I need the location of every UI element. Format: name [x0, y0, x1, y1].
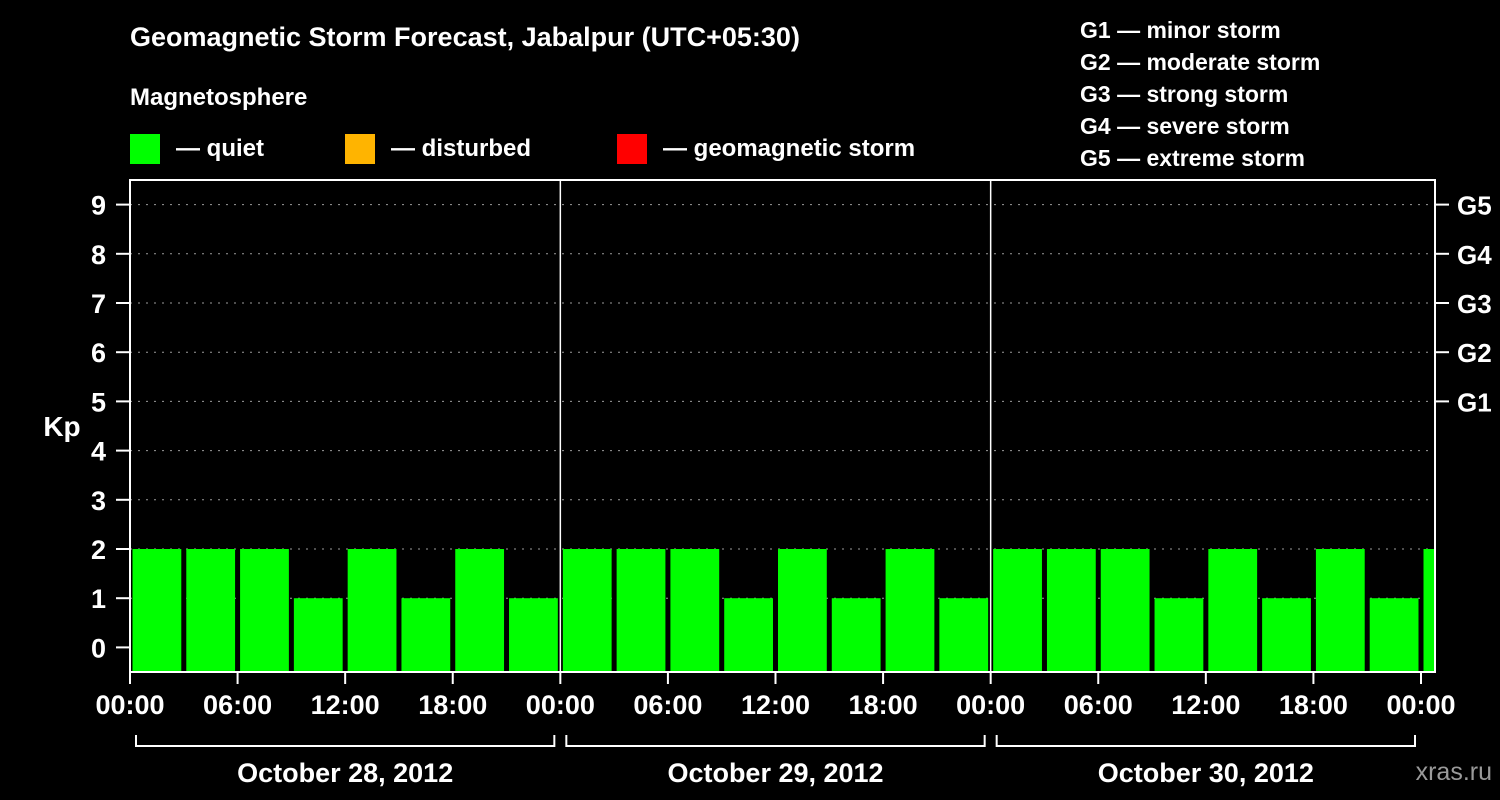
gridlines — [130, 204, 1435, 599]
g-tick-label: G1 — [1457, 387, 1492, 417]
y-tick-label: 9 — [91, 191, 106, 221]
kp-bar — [293, 598, 343, 672]
g3-legend-row: G3 — strong storm — [1080, 81, 1289, 107]
kp-bar — [455, 549, 505, 672]
y-tick-label: 3 — [91, 486, 106, 516]
kp-bar — [401, 598, 451, 672]
x-tick-label: 18:00 — [849, 690, 918, 720]
kp-bar — [724, 598, 773, 672]
kp-bar — [1262, 598, 1311, 672]
x-tick-label: 00:00 — [1386, 690, 1455, 720]
kp-bar — [1315, 549, 1365, 672]
kp-bars — [132, 549, 1435, 672]
day-bracket — [565, 735, 986, 747]
legend-item-disturbed: — disturbed — [345, 133, 531, 165]
x-tick-label: 00:00 — [956, 690, 1025, 720]
kp-bar — [509, 598, 558, 672]
g2-legend-row: G2 — moderate storm — [1080, 49, 1321, 75]
legend-item-label: — geomagnetic storm — [663, 135, 916, 162]
x-axis: 00:00 06:00 12:00 18:00 00:00 06:00 12:00 18:00… — [95, 672, 1456, 720]
kp-bar — [562, 549, 612, 672]
kp-bar — [186, 549, 236, 672]
axes — [129, 179, 1436, 673]
date-brackets: October 28, 2012 October 29, 2012 October … — [135, 735, 1416, 788]
quiet-color-swatch — [130, 134, 160, 164]
x-tick-label: 12:00 — [1171, 690, 1240, 720]
date-label: October 29, 2012 — [667, 758, 883, 788]
plot-border — [129, 179, 1436, 673]
kp-bar — [885, 549, 935, 672]
kp-bar — [1208, 549, 1258, 672]
watermark: xras.ru — [1415, 758, 1492, 786]
legend-item-quiet: — quiet — [130, 133, 264, 165]
y-tick-label: 2 — [91, 535, 106, 565]
kp-bar — [1046, 549, 1096, 672]
y-tick-label: 1 — [91, 584, 106, 614]
x-tick-label: 06:00 — [633, 690, 702, 720]
kp-bar — [670, 549, 720, 672]
x-tick-label: 00:00 — [95, 690, 164, 720]
g-tick-label: G3 — [1457, 289, 1492, 319]
day-bracket — [995, 735, 1416, 747]
kp-bar — [616, 549, 666, 672]
date-label: October 28, 2012 — [237, 758, 453, 788]
magnetosphere-legend-title: Magnetosphere — [130, 84, 308, 111]
y-tick-label: 6 — [91, 338, 106, 368]
x-tick-label: 00:00 — [526, 690, 595, 720]
x-tick-label: 18:00 — [1279, 690, 1348, 720]
kp-bar — [939, 598, 989, 672]
legend-item-label: — quiet — [176, 135, 264, 162]
legend-item-label: — disturbed — [391, 135, 532, 162]
date-label: October 30, 2012 — [1098, 758, 1314, 788]
kp-bar — [993, 549, 1042, 672]
y-tick-label: 0 — [91, 633, 106, 663]
kp-bar — [1369, 598, 1419, 672]
legend-item-storm: — geomagnetic storm — [617, 133, 915, 165]
y-tick-label: 7 — [91, 289, 106, 319]
g-tick-label: G4 — [1457, 240, 1492, 270]
kp-bar — [132, 549, 182, 672]
kp-bar — [831, 598, 881, 672]
kp-bar-partial — [1423, 549, 1435, 672]
g-scale-axis: G1 G2 G3 G4 G5 — [1435, 191, 1492, 417]
g1-legend-row: G1 — minor storm — [1080, 17, 1281, 43]
kp-bar — [347, 549, 397, 672]
kp-bar — [778, 549, 827, 672]
x-tick-label: 06:00 — [203, 690, 272, 720]
chart-title: Geomagnetic Storm Forecast, Jabalpur (UT… — [130, 22, 800, 52]
kp-bar — [1154, 598, 1204, 672]
disturbed-color-swatch — [345, 134, 375, 164]
x-tick-label: 12:00 — [311, 690, 380, 720]
storm-color-swatch — [617, 134, 647, 164]
kp-bar — [240, 549, 289, 672]
g5-legend-row: G5 — extreme storm — [1080, 145, 1305, 171]
g-tick-label: G2 — [1457, 338, 1492, 368]
x-tick-label: 18:00 — [418, 690, 487, 720]
y-axis: 0 1 2 3 4 5 6 7 8 9 Kp — [43, 191, 130, 663]
day-bracket — [135, 735, 556, 747]
g-tick-label: G5 — [1457, 191, 1492, 221]
x-tick-label: 12:00 — [741, 690, 810, 720]
y-tick-label: 4 — [91, 437, 106, 467]
g4-legend-row: G4 — severe storm — [1080, 113, 1290, 139]
x-tick-label: 06:00 — [1064, 690, 1133, 720]
y-tick-label: 5 — [91, 387, 106, 417]
g-scale-legend: G1 — minor storm G2 — moderate storm G3 … — [1080, 14, 1320, 174]
kp-bar — [1100, 549, 1150, 672]
y-axis-title: Kp — [43, 411, 80, 442]
y-tick-label: 8 — [91, 240, 106, 270]
